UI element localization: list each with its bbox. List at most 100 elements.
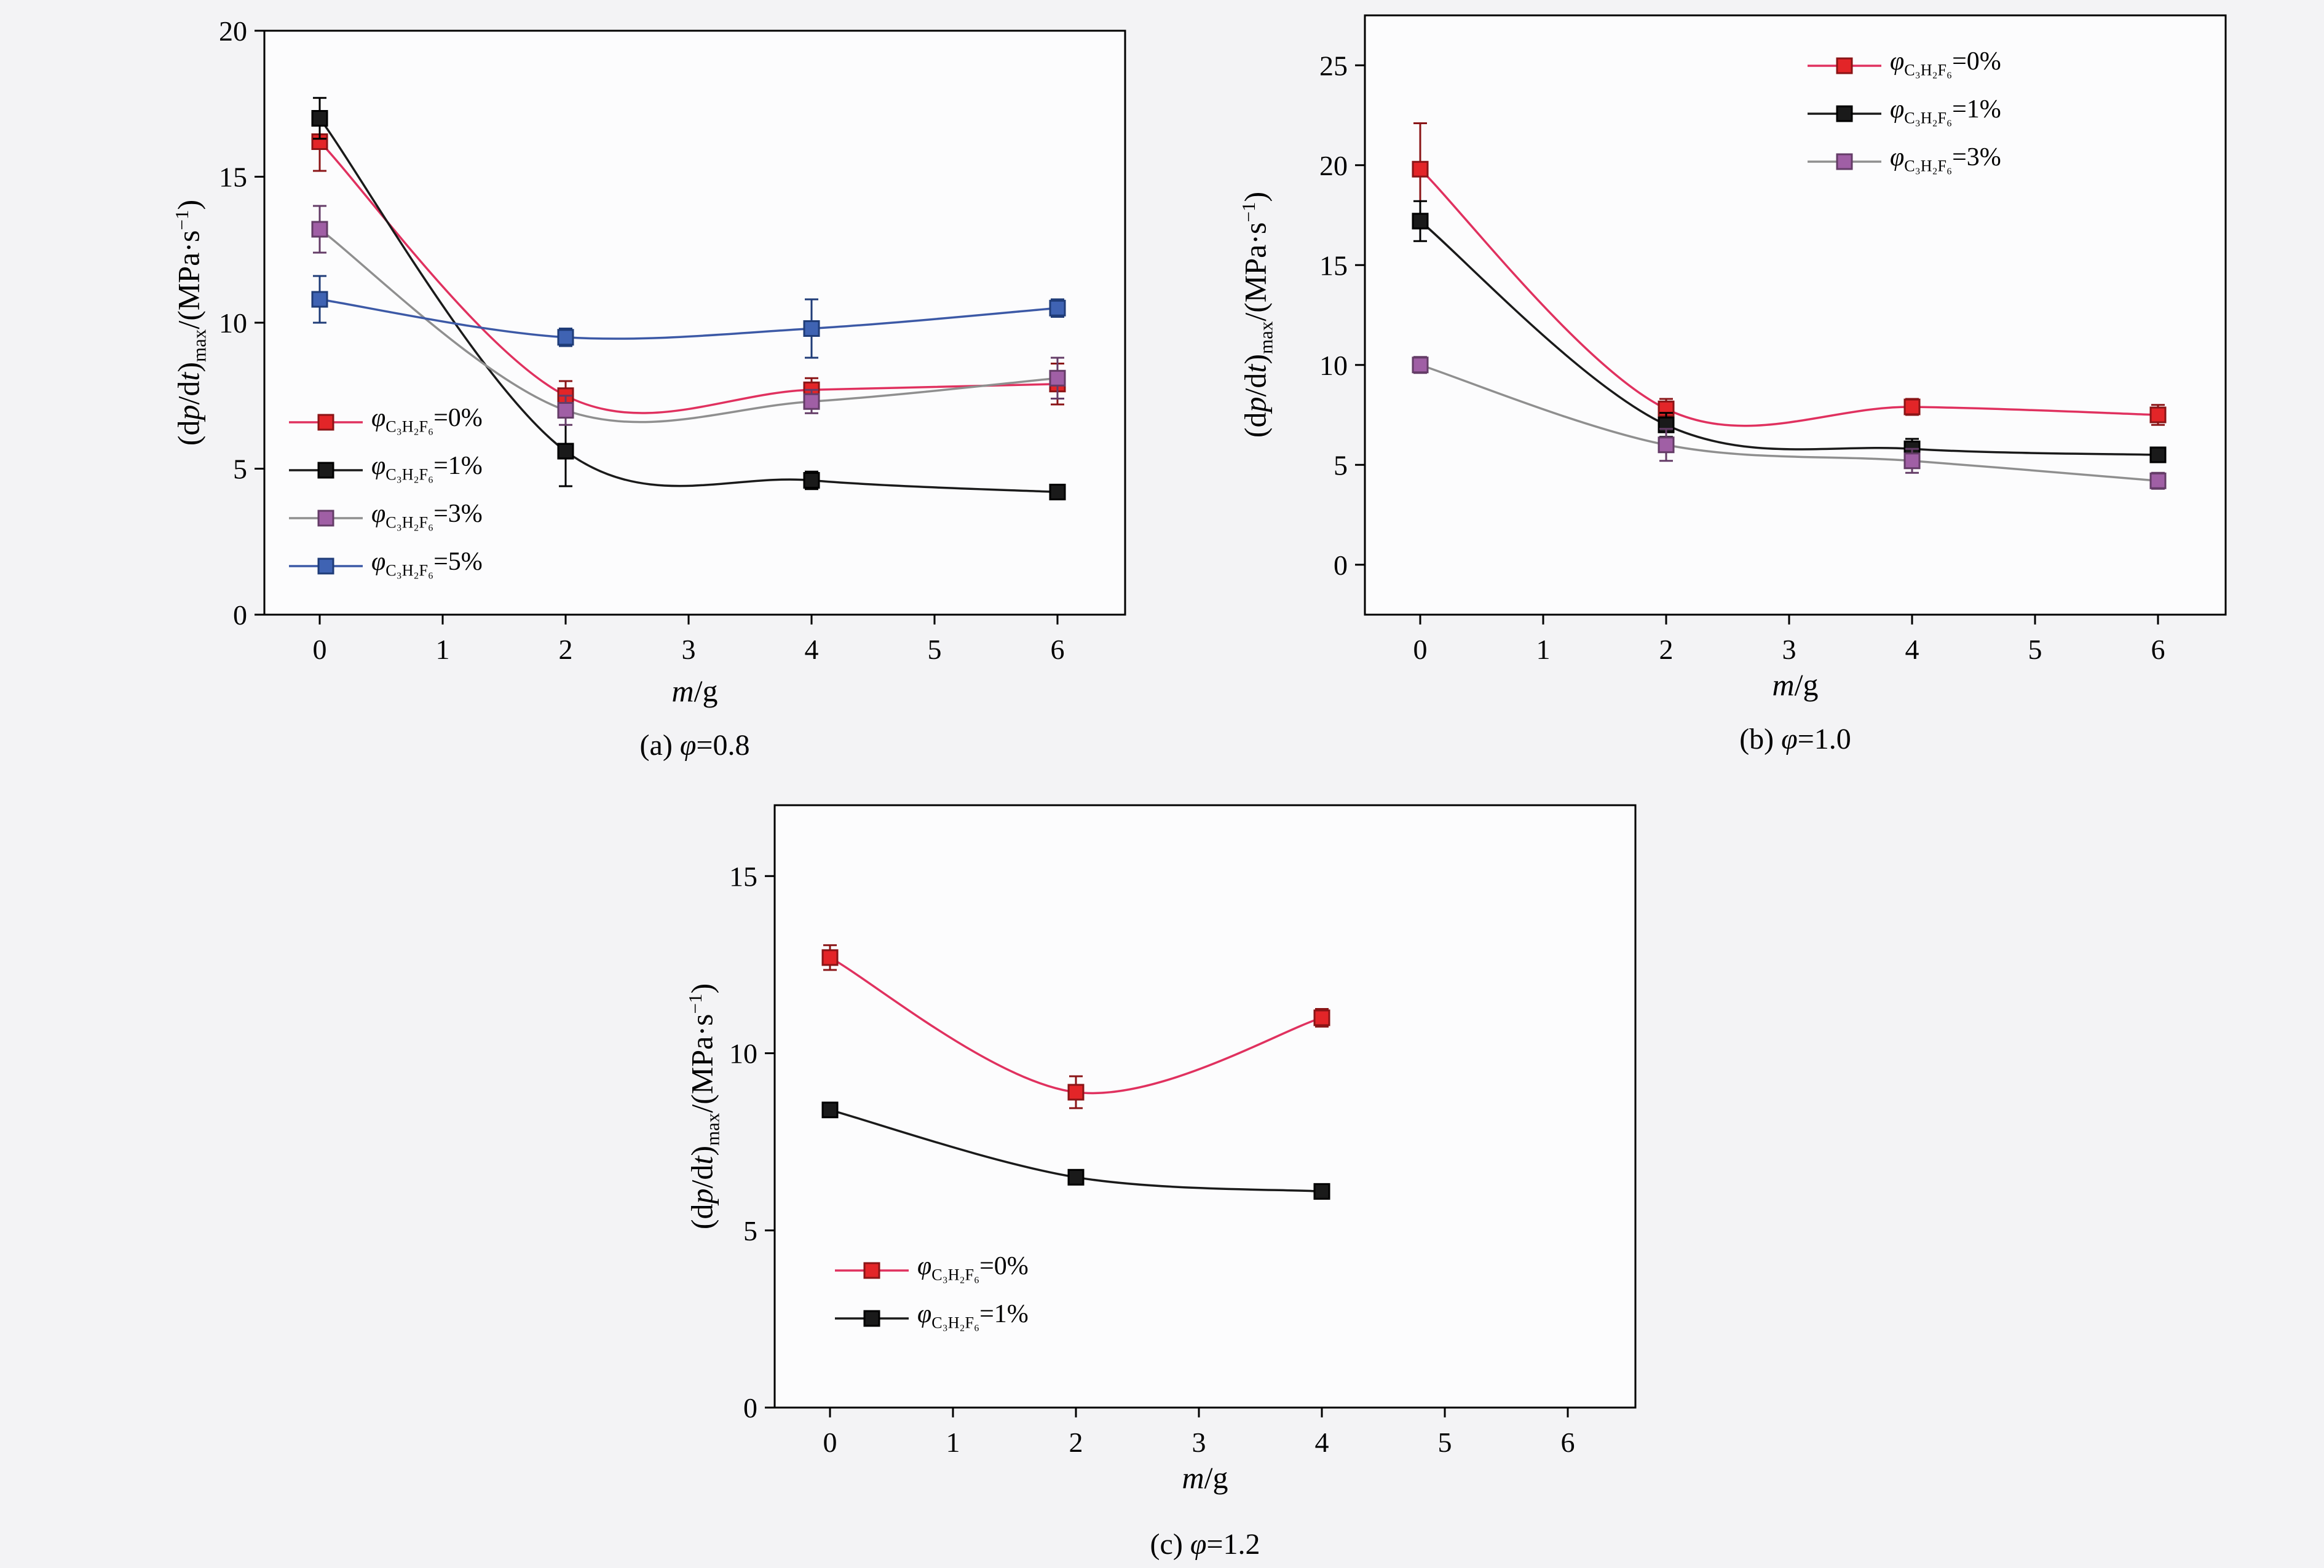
legend-item: φC₃H₂F₆=1% xyxy=(289,451,483,490)
data-marker xyxy=(2149,406,2167,424)
data-marker xyxy=(311,291,328,308)
y-axis-label-a: (dp/dt)max/(MPa·s−1) xyxy=(170,199,210,446)
data-marker xyxy=(1412,160,1429,178)
series-c-0 xyxy=(821,944,1330,1109)
data-marker xyxy=(803,393,820,410)
legend-key-icon xyxy=(1808,57,1881,74)
legend-item: φC₃H₂F₆=3% xyxy=(1808,142,2001,181)
x-tick-label: 2 xyxy=(1659,634,1674,665)
y-tick-label: 20 xyxy=(1319,150,1348,181)
legend-item: φC₃H₂F₆=1% xyxy=(835,1299,1029,1338)
plot-a: 0 1 2 3 4 5 6 0 5 10 15 20 xyxy=(219,15,1126,665)
legend-key-icon xyxy=(835,1310,909,1327)
legend-a: φC₃H₂F₆=0% φC₃H₂F₆=1% φC₃H₂F₆=3% φC₃H₂F₆=5% xyxy=(289,403,483,586)
data-marker xyxy=(311,221,328,238)
data-marker xyxy=(1412,357,1429,374)
x-tick-label: 6 xyxy=(2151,634,2165,665)
legend-key-icon xyxy=(289,414,363,431)
data-marker xyxy=(803,320,820,337)
x-tick-label: 0 xyxy=(823,1427,837,1458)
data-marker xyxy=(1313,1183,1330,1200)
x-tick-label: 6 xyxy=(1561,1427,1575,1458)
data-marker xyxy=(1049,299,1066,317)
legend-label: φC₃H₂F₆=0% xyxy=(917,1251,1029,1284)
series-a-2 xyxy=(311,205,1066,426)
legend-c: φC₃H₂F₆=0% φC₃H₂F₆=1% xyxy=(835,1251,1029,1338)
caption-a: (a) φ=0.8 xyxy=(639,729,750,762)
series-line xyxy=(318,141,1058,414)
y-tick-label: 0 xyxy=(743,1392,757,1424)
x-tick-label: 4 xyxy=(805,634,819,665)
legend-item: φC₃H₂F₆=3% xyxy=(289,498,483,538)
y-tick-label: 5 xyxy=(233,454,247,485)
data-marker xyxy=(557,443,574,460)
legend-key-icon xyxy=(1808,153,1881,170)
x-tick-label: 0 xyxy=(313,634,327,665)
y-tick-label: 20 xyxy=(219,15,247,47)
caption-c: (c) φ=1.2 xyxy=(1150,1528,1260,1561)
plot-frame-b xyxy=(1364,14,2227,616)
series-b-2 xyxy=(1412,356,2167,490)
data-marker xyxy=(2149,472,2167,489)
axes-c: 0 1 2 3 4 5 6 0 5 10 15 xyxy=(729,861,1575,1458)
x-tick-label: 0 xyxy=(1413,634,1428,665)
legend-item: φC₃H₂F₆=1% xyxy=(1808,94,2001,133)
y-tick-label: 10 xyxy=(729,1038,757,1070)
x-tick-label: 5 xyxy=(2028,634,2042,665)
legend-key-icon xyxy=(1808,105,1881,122)
series-line xyxy=(1419,220,2159,456)
legend-item: φC₃H₂F₆=0% xyxy=(835,1251,1029,1290)
data-marker xyxy=(803,472,820,489)
data-marker xyxy=(311,110,328,127)
legend-label: φC₃H₂F₆=3% xyxy=(1890,143,2001,175)
plot-frame-c xyxy=(773,804,1637,1409)
legend-label: φC₃H₂F₆=1% xyxy=(1890,95,2001,127)
series-line xyxy=(1419,168,2159,427)
legend-key-icon xyxy=(289,557,363,575)
x-tick-label: 3 xyxy=(682,634,696,665)
legend-key-icon xyxy=(289,510,363,527)
legend-item: φC₃H₂F₆=0% xyxy=(289,403,483,442)
chart-c: 0 1 2 3 4 5 6 0 5 10 15 (dp/dt)max/(MPa·s−1) m/g φ… xyxy=(609,793,1715,1568)
data-marker xyxy=(1067,1084,1085,1101)
data-marker xyxy=(557,329,574,346)
y-tick-label: 10 xyxy=(219,307,247,339)
series-c-1 xyxy=(821,1101,1330,1200)
legend-label: φC₃H₂F₆=0% xyxy=(371,403,483,436)
data-marker xyxy=(821,1101,839,1119)
x-tick-label: 5 xyxy=(1438,1427,1452,1458)
caption-b: (b) φ=1.0 xyxy=(1739,723,1851,755)
x-axis-label-a: m/g xyxy=(671,674,718,708)
x-tick-label: 3 xyxy=(1782,634,1796,665)
y-tick-label: 0 xyxy=(1334,550,1348,581)
series-line xyxy=(318,228,1058,424)
x-tick-label: 5 xyxy=(928,634,942,665)
y-tick-label: 15 xyxy=(219,162,247,193)
legend-item: φC₃H₂F₆=5% xyxy=(289,546,483,586)
y-tick-label: 15 xyxy=(729,861,757,892)
legend-label: φC₃H₂F₆=0% xyxy=(1890,47,2001,79)
data-marker xyxy=(2149,446,2167,463)
data-marker xyxy=(1067,1168,1085,1186)
x-tick-label: 4 xyxy=(1905,634,1919,665)
data-marker xyxy=(1903,398,1921,416)
legend-label: φC₃H₂F₆=5% xyxy=(371,547,483,580)
data-marker xyxy=(557,402,574,419)
axes-b: 0 1 2 3 4 5 6 0 5 10 15 20 25 xyxy=(1319,50,2165,665)
series-line xyxy=(319,298,1058,340)
y-tick-label: 0 xyxy=(233,599,247,631)
data-marker xyxy=(1049,369,1066,387)
chart-b: 0 1 2 3 4 5 6 0 5 10 15 20 25 (dp/dt)max/(MPa·s−1) m… xyxy=(1223,0,2324,781)
legend-key-icon xyxy=(835,1262,909,1279)
x-tick-label: 1 xyxy=(436,634,450,665)
data-marker xyxy=(1313,1009,1330,1026)
data-marker xyxy=(1658,436,1675,454)
series-line xyxy=(318,117,1058,494)
series-a-3 xyxy=(311,275,1066,359)
legend-item: φC₃H₂F₆=0% xyxy=(1808,46,2001,85)
x-axis-label-c: m/g xyxy=(1182,1460,1228,1495)
plot-c: 0 1 2 3 4 5 6 0 5 10 15 xyxy=(729,804,1637,1458)
plot-frame-a xyxy=(263,30,1126,616)
y-tick-label: 5 xyxy=(743,1215,757,1247)
